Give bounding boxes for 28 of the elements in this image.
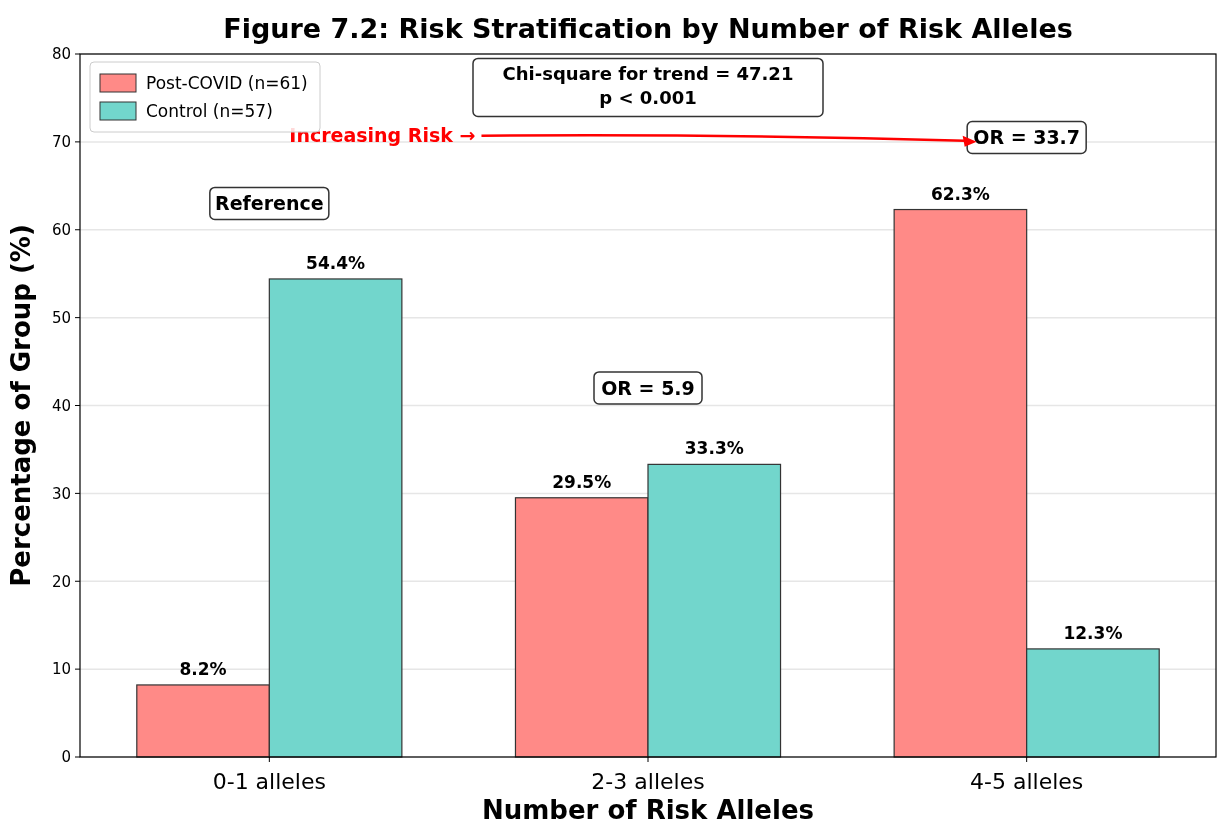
x-tick-label: 2-3 alleles — [591, 769, 705, 794]
legend-label: Post-COVID (n=61) — [146, 72, 308, 93]
annotation: OR = 33.7 — [973, 126, 1081, 149]
y-tick-label: 50 — [51, 308, 71, 327]
legend-label: Control (n=57) — [146, 100, 273, 121]
y-tick-label: 30 — [51, 484, 71, 503]
x-tick-label: 4-5 alleles — [970, 769, 1084, 794]
data-label: 54.4% — [306, 252, 366, 273]
y-tick-label: 70 — [51, 133, 71, 152]
y-tick-label: 40 — [51, 396, 71, 415]
data-label: 8.2% — [179, 658, 227, 679]
data-label: 33.3% — [684, 438, 744, 459]
annotation: Chi-square for trend = 47.21 p < 0.001 — [502, 63, 794, 109]
annotation: Increasing Risk → — [289, 124, 476, 147]
chart-title: Figure 7.2: Risk Stratification by Number of Risk Alleles — [223, 13, 1073, 44]
annotation: Reference — [215, 192, 324, 215]
x-axis-title: Number of Risk Alleles — [481, 795, 815, 825]
annotation: OR = 5.9 — [601, 376, 695, 399]
y-tick-label: 10 — [51, 660, 71, 679]
data-label: 29.5% — [552, 471, 612, 492]
data-label: 62.3% — [930, 183, 990, 204]
y-tick-label: 60 — [51, 221, 71, 239]
y-tick-label: 0 — [61, 748, 71, 767]
x-tick-label: 0-1 alleles — [212, 769, 326, 794]
y-axis-title: Percentage of Group (%) — [6, 224, 36, 587]
y-tick-label: 20 — [51, 572, 71, 591]
data-label: 12.3% — [1063, 622, 1123, 643]
y-tick-label: 80 — [51, 45, 71, 64]
